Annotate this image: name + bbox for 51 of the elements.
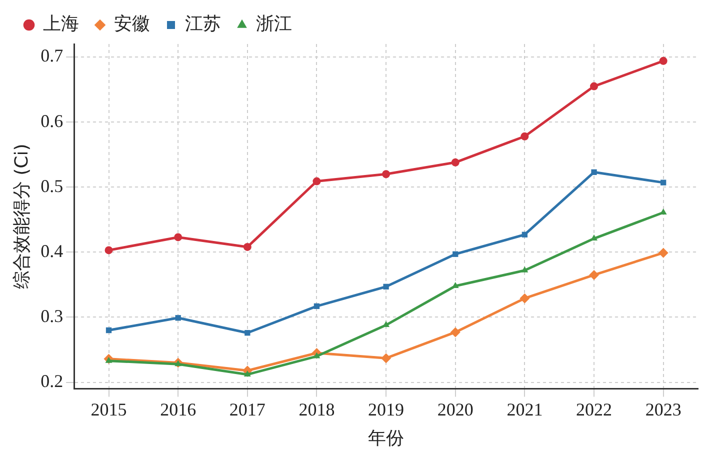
x-tick-label: 2021 <box>506 399 543 420</box>
y-tick-label: 0.3 <box>40 306 64 326</box>
point <box>658 248 668 258</box>
x-tick-label: 2022 <box>576 399 612 420</box>
point <box>660 180 666 186</box>
point <box>452 251 458 257</box>
point <box>521 266 528 272</box>
point <box>522 232 528 238</box>
point <box>382 170 390 178</box>
point <box>383 284 389 290</box>
point <box>105 356 112 363</box>
y-tick-label: 0.4 <box>40 240 64 261</box>
point <box>381 353 392 364</box>
y-tick-label: 0.7 <box>40 46 64 66</box>
legend-label: 浙江 <box>256 14 292 35</box>
point <box>589 270 600 280</box>
x-tick-label: 2023 <box>645 399 682 420</box>
x-tick-label: 2018 <box>298 399 335 420</box>
point <box>591 169 597 175</box>
x-axis-title: 年份 <box>368 428 404 449</box>
point <box>244 370 251 376</box>
x-tick-label: 2017 <box>229 399 266 420</box>
point <box>520 293 530 304</box>
y-tick-label: 0.6 <box>40 110 64 131</box>
y-tick-label: 0.5 <box>40 176 64 196</box>
point <box>174 233 182 242</box>
point <box>659 56 668 65</box>
y-axis-title: 综合效能得分 (Ci) <box>11 144 32 290</box>
point <box>314 303 320 310</box>
point <box>450 327 460 338</box>
x-tick-label: 2015 <box>90 399 127 420</box>
point <box>175 315 181 321</box>
point <box>174 360 182 366</box>
point <box>313 352 320 358</box>
point <box>590 234 598 241</box>
point <box>244 330 250 336</box>
y-tick-label: 0.2 <box>40 371 64 392</box>
point <box>382 321 390 328</box>
point <box>243 242 252 251</box>
x-tick-label: 2016 <box>160 399 196 420</box>
point <box>520 132 529 140</box>
legend-label: 江苏 <box>185 14 221 35</box>
legend-label: 安徽 <box>114 14 150 35</box>
x-tick-label: 2020 <box>437 399 474 420</box>
point <box>104 246 113 254</box>
point <box>590 82 598 90</box>
point <box>106 327 112 334</box>
x-tick-label: 2019 <box>368 399 404 420</box>
point <box>451 158 460 166</box>
point <box>312 177 321 186</box>
legend-label: 上海 <box>43 14 79 35</box>
